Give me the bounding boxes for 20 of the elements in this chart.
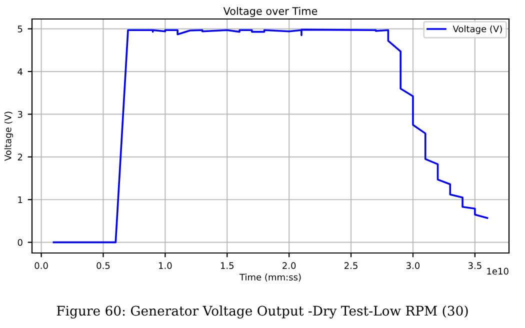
x-tick-label: 3.0 — [406, 262, 420, 270]
x-tick-label: 2.5 — [344, 262, 358, 270]
text: 1e10 — [487, 268, 508, 275]
x-tick-label: 1.5 — [220, 262, 234, 270]
caption: Figure 60: Generator Voltage Output -Dry Test-Low RPM (30) — [56, 306, 468, 318]
y-axis-title: Voltage (V) — [4, 112, 14, 161]
x-axis-title: Time (mm:ss) — [239, 274, 301, 282]
y-tick-label: 1 — [18, 196, 22, 204]
chart-title: Voltage over Time — [223, 6, 318, 17]
x-tick-label: 1.0 — [159, 262, 172, 270]
y-tick-label: 5 — [18, 26, 22, 32]
y-tick-label: 0 — [18, 239, 22, 246]
x-tick-label: 0.5 — [96, 262, 110, 270]
legend-label: Voltage (V) — [452, 25, 502, 34]
y-tick-label: 2 — [18, 154, 22, 160]
x-tick-label: 3.5 — [468, 262, 482, 270]
y-tick-label: 3 — [18, 110, 22, 118]
x-tick-label: 2.0 — [282, 262, 296, 270]
y-tick-label: 4 — [18, 68, 22, 75]
x-tick-label: 0.0 — [34, 262, 48, 270]
